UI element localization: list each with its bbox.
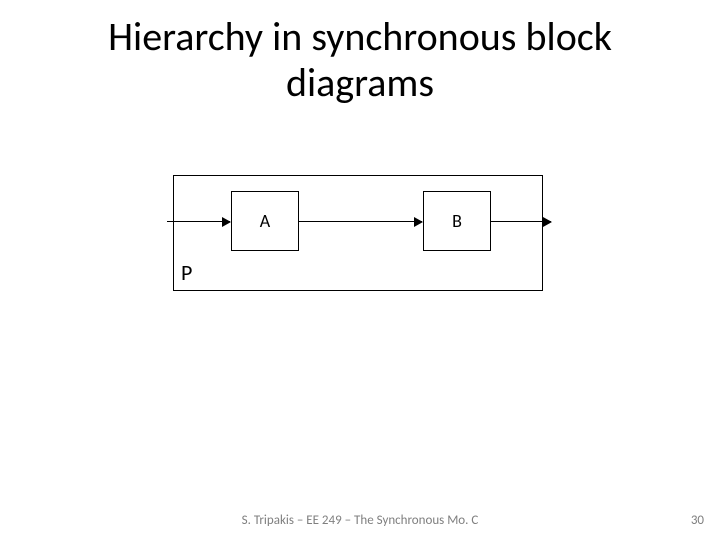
footer-text: S. Tripakis – EE 249 – The Synchronous M… bbox=[0, 513, 720, 528]
block-diagram: A B P bbox=[173, 175, 543, 291]
page-number: 30 bbox=[691, 513, 704, 528]
arrow-input-to-a bbox=[167, 221, 230, 222]
title-line-2: diagrams bbox=[286, 58, 434, 107]
block-a: A bbox=[231, 191, 299, 251]
block-b: B bbox=[423, 191, 491, 251]
arrow-a-to-b bbox=[299, 221, 422, 222]
title-line-1: Hierarchy in synchronous block bbox=[108, 12, 612, 61]
block-b-label: B bbox=[452, 210, 462, 232]
outer-block-label: P bbox=[181, 259, 192, 286]
block-a-label: A bbox=[260, 210, 270, 232]
slide-title: Hierarchy in synchronous block diagrams bbox=[0, 14, 720, 106]
arrow-b-to-output bbox=[491, 221, 551, 222]
